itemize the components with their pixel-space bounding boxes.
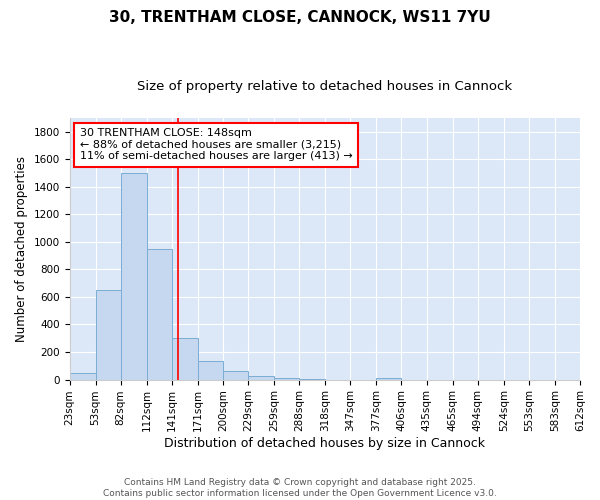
Bar — [95, 290, 121, 380]
X-axis label: Distribution of detached houses by size in Cannock: Distribution of detached houses by size … — [164, 437, 485, 450]
Bar — [248, 376, 274, 380]
Bar — [172, 338, 198, 380]
Bar — [223, 370, 248, 380]
Bar — [274, 378, 299, 380]
Text: 30 TRENTHAM CLOSE: 148sqm
← 88% of detached houses are smaller (3,215)
11% of se: 30 TRENTHAM CLOSE: 148sqm ← 88% of detac… — [80, 128, 352, 162]
Bar — [146, 248, 172, 380]
Text: 30, TRENTHAM CLOSE, CANNOCK, WS11 7YU: 30, TRENTHAM CLOSE, CANNOCK, WS11 7YU — [109, 10, 491, 25]
Text: Contains HM Land Registry data © Crown copyright and database right 2025.
Contai: Contains HM Land Registry data © Crown c… — [103, 478, 497, 498]
Bar — [299, 379, 325, 380]
Bar — [198, 361, 223, 380]
Y-axis label: Number of detached properties: Number of detached properties — [15, 156, 28, 342]
Title: Size of property relative to detached houses in Cannock: Size of property relative to detached ho… — [137, 80, 512, 93]
Bar — [376, 378, 401, 380]
Bar — [70, 372, 95, 380]
Bar — [121, 173, 146, 380]
